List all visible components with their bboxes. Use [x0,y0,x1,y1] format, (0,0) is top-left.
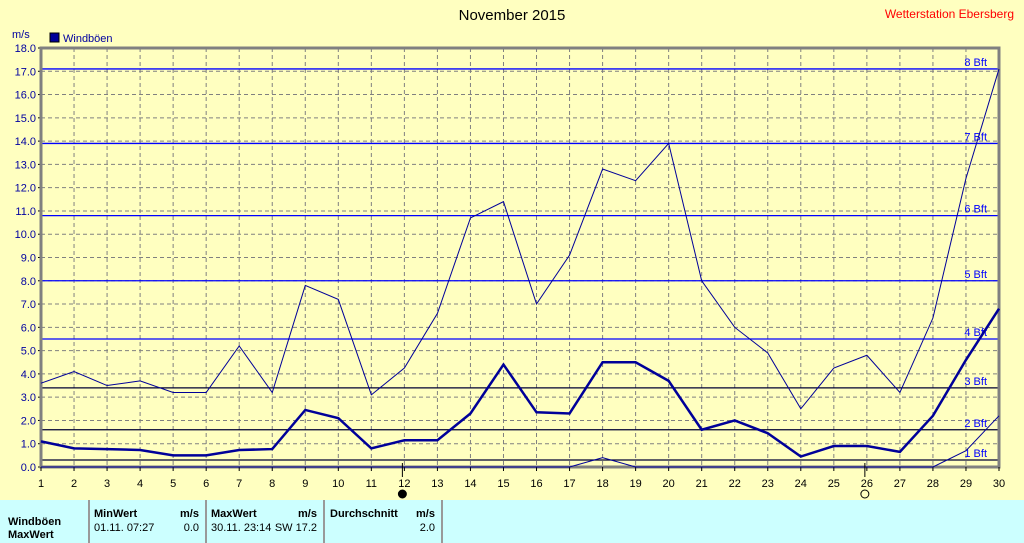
moon-new-icon [397,489,407,499]
y-tick-label: 0.0 [21,462,36,474]
y-tick-label: 2.0 [21,415,36,427]
y-tick-label: 3.0 [21,392,36,404]
chart: 0.01.02.03.04.05.06.07.08.09.010.011.012… [12,29,1005,499]
beaufort-label: 7 Bft [964,131,987,143]
y-tick-label: 14.0 [15,136,36,148]
min-header: MinWert [94,508,138,520]
stats-table: Windböen MaxWert MinWert m/s 01.11. 07:2… [0,500,1024,543]
series-line-min [41,415,1000,468]
label-column: Windböen MaxWert [0,500,90,543]
min-column: MinWert m/s 01.11. 07:27 0.0 [90,500,207,543]
max-time: 30.11. 23:14 [211,522,272,534]
x-tick-label: 29 [960,478,972,490]
x-tick-label: 21 [696,478,708,490]
y-tick-label: 7.0 [21,299,36,311]
y-tick-label: 16.0 [15,90,36,102]
x-tick-label: 2 [71,478,77,490]
x-tick-label: 12 [398,478,410,490]
x-tick-label: 7 [236,478,242,490]
x-tick-label: 16 [530,478,542,490]
x-tick-label: 6 [203,478,209,490]
series-line-max [40,68,1000,410]
avg-value: 2.0 [419,522,435,534]
station-name: Wetterstation Ebersberg [884,7,1014,21]
row2-label: MaxWert [8,529,54,541]
y-tick-label: 13.0 [15,159,36,171]
chart-title: November 2015 [458,7,566,24]
legend-label: Windböen [63,33,113,45]
max-unit: m/s [298,508,317,520]
max-value: SW 17.2 [274,522,317,534]
y-tick-label: 15.0 [15,113,36,125]
x-tick-label: 5 [170,478,176,490]
y-tick-label: 10.0 [15,229,36,241]
x-tick-label: 17 [563,478,575,490]
x-tick-label: 22 [729,478,741,490]
x-tick-label: 14 [464,478,476,490]
y-tick-label: 5.0 [21,346,36,358]
min-unit: m/s [180,508,199,520]
max-column: MaxWert m/s 30.11. 23:14 SW 17.2 [207,500,325,543]
beaufort-label: 8 Bft [964,57,987,69]
x-tick-label: 18 [596,478,608,490]
beaufort-label: 1 Bft [964,448,987,460]
y-tick-label: 1.0 [21,439,36,451]
x-tick-label: 23 [762,478,774,490]
x-tick-label: 28 [927,478,939,490]
x-tick-label: 4 [137,478,143,490]
legend-swatch [49,32,60,43]
x-tick-label: 15 [497,478,509,490]
series-line-avg [40,308,1001,458]
y-tick-label: 4.0 [21,369,36,381]
x-tick-label: 25 [828,478,840,490]
x-tick-label: 30 [993,478,1005,490]
beaufort-label: 5 Bft [964,269,987,281]
beaufort-label: 6 Bft [964,204,987,216]
x-tick-label: 19 [629,478,641,490]
min-time: 01.11. 07:27 [94,522,155,534]
x-tick-label: 1 [38,478,44,490]
y-tick-label: 6.0 [21,322,36,334]
beaufort-label: 2 Bft [964,418,987,430]
beaufort-label: 3 Bft [964,376,987,388]
x-tick-label: 10 [332,478,344,490]
x-tick-label: 8 [269,478,275,490]
x-tick-label: 9 [302,478,308,490]
y-tick-label: 17.0 [15,66,36,78]
row-label: Windböen [8,516,62,528]
y-tick-label: 9.0 [21,253,36,265]
x-tick-label: 27 [894,478,906,490]
moon-full-icon [860,489,870,499]
x-tick-label: 26 [861,478,873,490]
x-tick-label: 20 [663,478,675,490]
y-tick-label: 12.0 [15,183,36,195]
avg-header: Durchschnitt [330,508,398,520]
avg-column: Durchschnitt m/s 2.0 [325,500,443,543]
y-tick-label: 8.0 [21,276,36,288]
y-tick-label: 18.0 [15,43,36,55]
avg-unit: m/s [416,508,435,520]
x-tick-label: 13 [431,478,443,490]
y-tick-label: 11.0 [15,206,36,218]
x-tick-label: 24 [795,478,807,490]
x-tick-label: 3 [104,478,110,490]
min-value: 0.0 [183,522,199,534]
x-tick-label: 11 [366,478,377,490]
y-axis-unit: m/s [12,29,30,41]
max-header: MaxWert [211,508,257,520]
